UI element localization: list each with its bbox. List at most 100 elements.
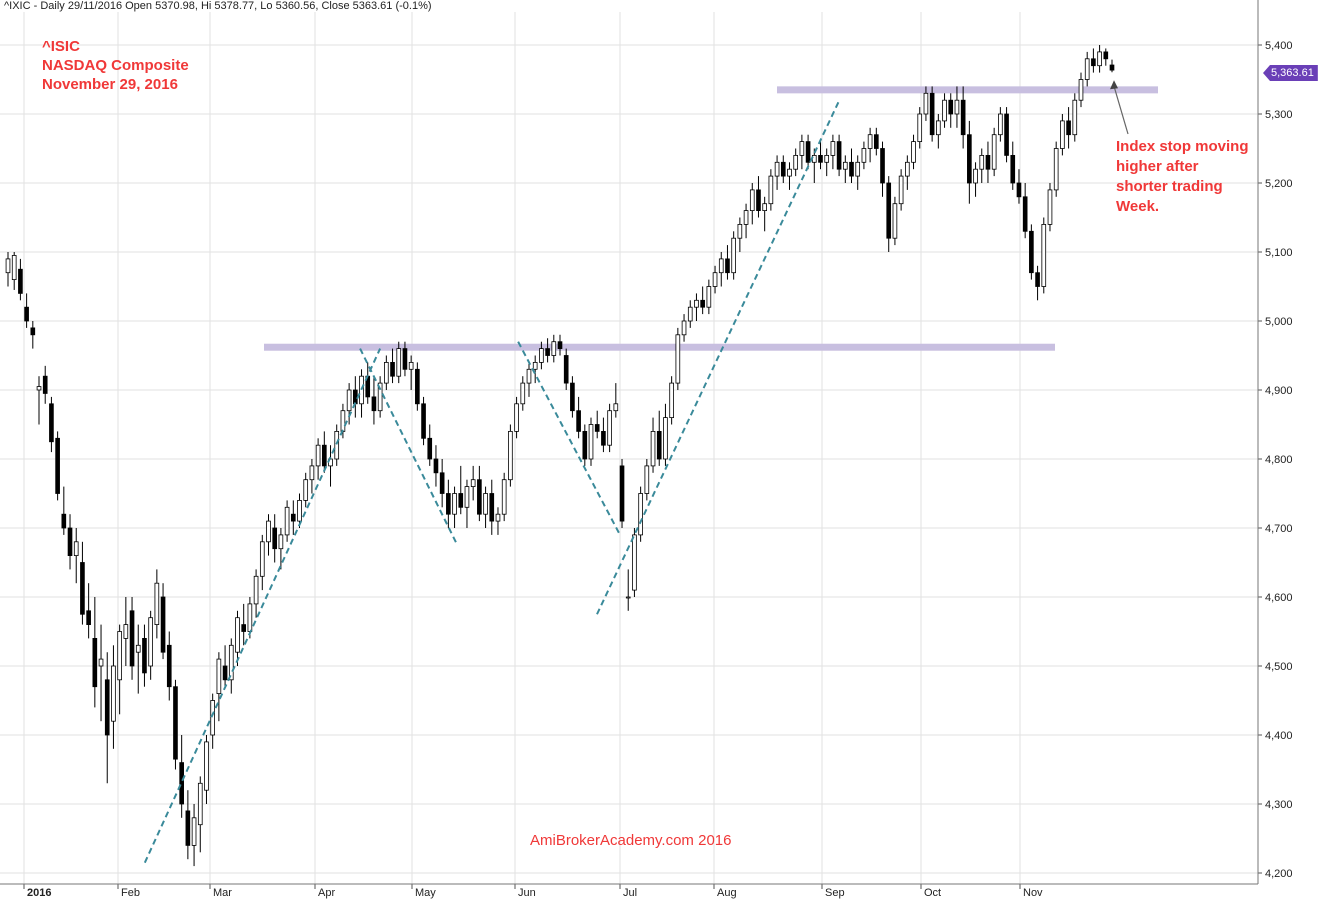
candle-body	[1041, 223, 1047, 287]
candle-body	[905, 161, 910, 177]
candle-body	[359, 375, 364, 405]
candle-body	[1060, 120, 1065, 149]
candle-body	[731, 237, 736, 274]
candle-body	[495, 513, 501, 522]
candle-body	[656, 430, 662, 460]
candle-body	[266, 520, 271, 543]
title-line: NASDAQ Composite	[42, 57, 189, 74]
candle-body	[818, 154, 823, 163]
candle-body	[290, 513, 296, 522]
candle-body	[464, 486, 470, 508]
candle-body	[235, 617, 240, 653]
candle-body	[284, 506, 290, 536]
candle-body	[259, 541, 265, 577]
candle-body	[160, 596, 166, 653]
candle-body	[508, 430, 513, 481]
candle-body	[867, 134, 873, 149]
candle-body	[842, 161, 848, 170]
candle-body	[644, 465, 650, 494]
candle-body	[222, 665, 228, 681]
candle-body	[985, 154, 991, 170]
candle-body	[780, 161, 786, 177]
candle-body	[353, 389, 358, 405]
x-tick-label: Oct	[924, 887, 941, 899]
y-tick-label: 4,600	[1265, 592, 1293, 604]
candle-body	[415, 368, 420, 405]
x-tick-label: Mar	[213, 887, 232, 899]
candle-body	[1078, 79, 1084, 101]
y-tick-label: 5,200	[1265, 178, 1293, 190]
candle-body	[92, 638, 98, 688]
candle-body	[439, 472, 445, 494]
candle-body	[421, 403, 426, 439]
candle-body	[973, 168, 978, 184]
candle-body	[408, 361, 414, 370]
candle-body	[272, 527, 278, 550]
candle-body	[650, 430, 656, 467]
candle-body	[402, 348, 408, 370]
candle-body	[594, 424, 600, 432]
candle-body	[384, 361, 389, 384]
candle-body	[743, 210, 749, 225]
candle-body	[805, 141, 811, 163]
candle-body	[1109, 64, 1115, 71]
candle-body	[625, 596, 631, 599]
candle-body	[1103, 51, 1109, 60]
candle-body	[929, 92, 935, 136]
y-tick-label: 4,500	[1265, 661, 1293, 673]
candle-body	[61, 513, 67, 529]
candle-body	[576, 410, 581, 432]
y-tick-label: 4,400	[1265, 730, 1293, 742]
candle-body	[570, 382, 575, 412]
candle-body	[694, 299, 699, 308]
candle-body	[427, 437, 433, 460]
trendline	[143, 348, 382, 864]
candle-body	[18, 268, 23, 294]
candle-body	[619, 465, 625, 522]
candle-body	[154, 582, 160, 626]
candle-body	[216, 658, 222, 694]
y-tick-label: 5,300	[1265, 109, 1293, 121]
x-tick-label: Feb	[121, 887, 140, 899]
candlestick-series	[5, 45, 1115, 867]
candle-body	[836, 141, 842, 170]
candle-body	[749, 189, 755, 211]
candle-body	[539, 348, 544, 363]
candle-body	[1072, 99, 1078, 136]
x-tick-label: 2016	[27, 887, 51, 899]
candle-body	[811, 154, 817, 163]
candle-body	[73, 541, 79, 556]
axes: 4,200 4,300 4,400 4,500 4,600 4,700 4,800 4,900…	[0, 0, 1293, 899]
candle-body	[700, 299, 705, 308]
candle-body	[30, 327, 36, 336]
candle-body	[526, 368, 532, 384]
candle-body	[390, 361, 395, 377]
candle-body	[718, 258, 724, 274]
candle-body	[228, 644, 234, 681]
candle-body	[297, 499, 302, 522]
candle-body	[799, 141, 805, 156]
candle-body	[998, 113, 1003, 136]
candle-body	[936, 120, 941, 136]
candle-body	[129, 610, 135, 667]
last-price-tag: 5,363.61	[1263, 65, 1318, 81]
annotation-line: shorter trading	[1116, 178, 1223, 195]
candle-body	[49, 403, 54, 443]
candle-body	[1091, 58, 1096, 67]
candle-body	[532, 361, 538, 370]
candle-body	[477, 479, 482, 515]
candle-body	[638, 493, 643, 536]
title-line: November 29, 2016	[42, 76, 178, 93]
candle-body	[588, 424, 594, 460]
candle-body	[11, 255, 17, 280]
candle-body	[725, 258, 730, 274]
trendline	[359, 348, 459, 546]
candle-body	[967, 134, 972, 184]
candle-body	[117, 631, 122, 681]
annotation-line: higher after	[1116, 158, 1199, 175]
candle-body	[861, 148, 867, 163]
y-tick-label: 4,700	[1265, 523, 1293, 535]
candle-body	[210, 700, 215, 736]
candle-body	[1035, 272, 1040, 287]
candle-body	[55, 437, 60, 494]
